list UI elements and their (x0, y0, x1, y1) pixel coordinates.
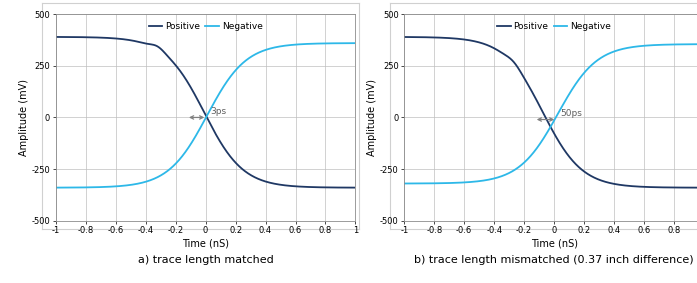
Text: 50ps: 50ps (560, 109, 582, 118)
Negative (167, 167, 175, 170)
Positive (86, 36, 94, 39)
Negative (351, 41, 360, 45)
Positive (452, 37, 461, 40)
Negative (86, 186, 94, 189)
Negative (434, 182, 443, 185)
Legend: Positive, Negative: Positive, Negative (145, 19, 266, 35)
Negative (452, 181, 461, 185)
Positive (661, 186, 670, 189)
Line: Positive: Positive (404, 37, 697, 188)
Negative (515, 165, 523, 168)
Positive (400, 35, 408, 39)
Positive (515, 68, 523, 71)
Negative (528, 153, 537, 156)
Positive (167, 58, 175, 61)
Positive (434, 36, 443, 39)
Negative (400, 182, 408, 185)
Positive (313, 186, 321, 189)
Positive (528, 90, 537, 94)
X-axis label: Time (nS): Time (nS) (530, 238, 578, 248)
Negative (52, 186, 60, 189)
Text: 3ps: 3ps (210, 107, 227, 116)
Positive (104, 36, 112, 40)
Y-axis label: Amplitude (mV): Amplitude (mV) (19, 79, 29, 156)
Text: a) trace length matched: a) trace length matched (138, 255, 273, 265)
Negative (104, 185, 112, 188)
Negative (694, 42, 697, 46)
Line: Negative: Negative (404, 44, 697, 183)
Positive (180, 74, 188, 78)
Positive (694, 186, 697, 189)
Line: Positive: Positive (56, 37, 355, 188)
Line: Negative: Negative (56, 43, 355, 188)
Negative (180, 153, 188, 156)
Negative (661, 43, 670, 46)
X-axis label: Time (nS): Time (nS) (182, 238, 229, 248)
Positive (351, 186, 360, 189)
Y-axis label: Amplitude (mV): Amplitude (mV) (367, 79, 377, 156)
Negative (313, 42, 321, 45)
Text: b) trace length mismatched (0.37 inch difference): b) trace length mismatched (0.37 inch di… (414, 255, 694, 265)
Negative (346, 42, 354, 45)
Legend: Positive, Negative: Positive, Negative (493, 19, 615, 35)
Positive (346, 186, 354, 189)
Positive (52, 35, 60, 39)
